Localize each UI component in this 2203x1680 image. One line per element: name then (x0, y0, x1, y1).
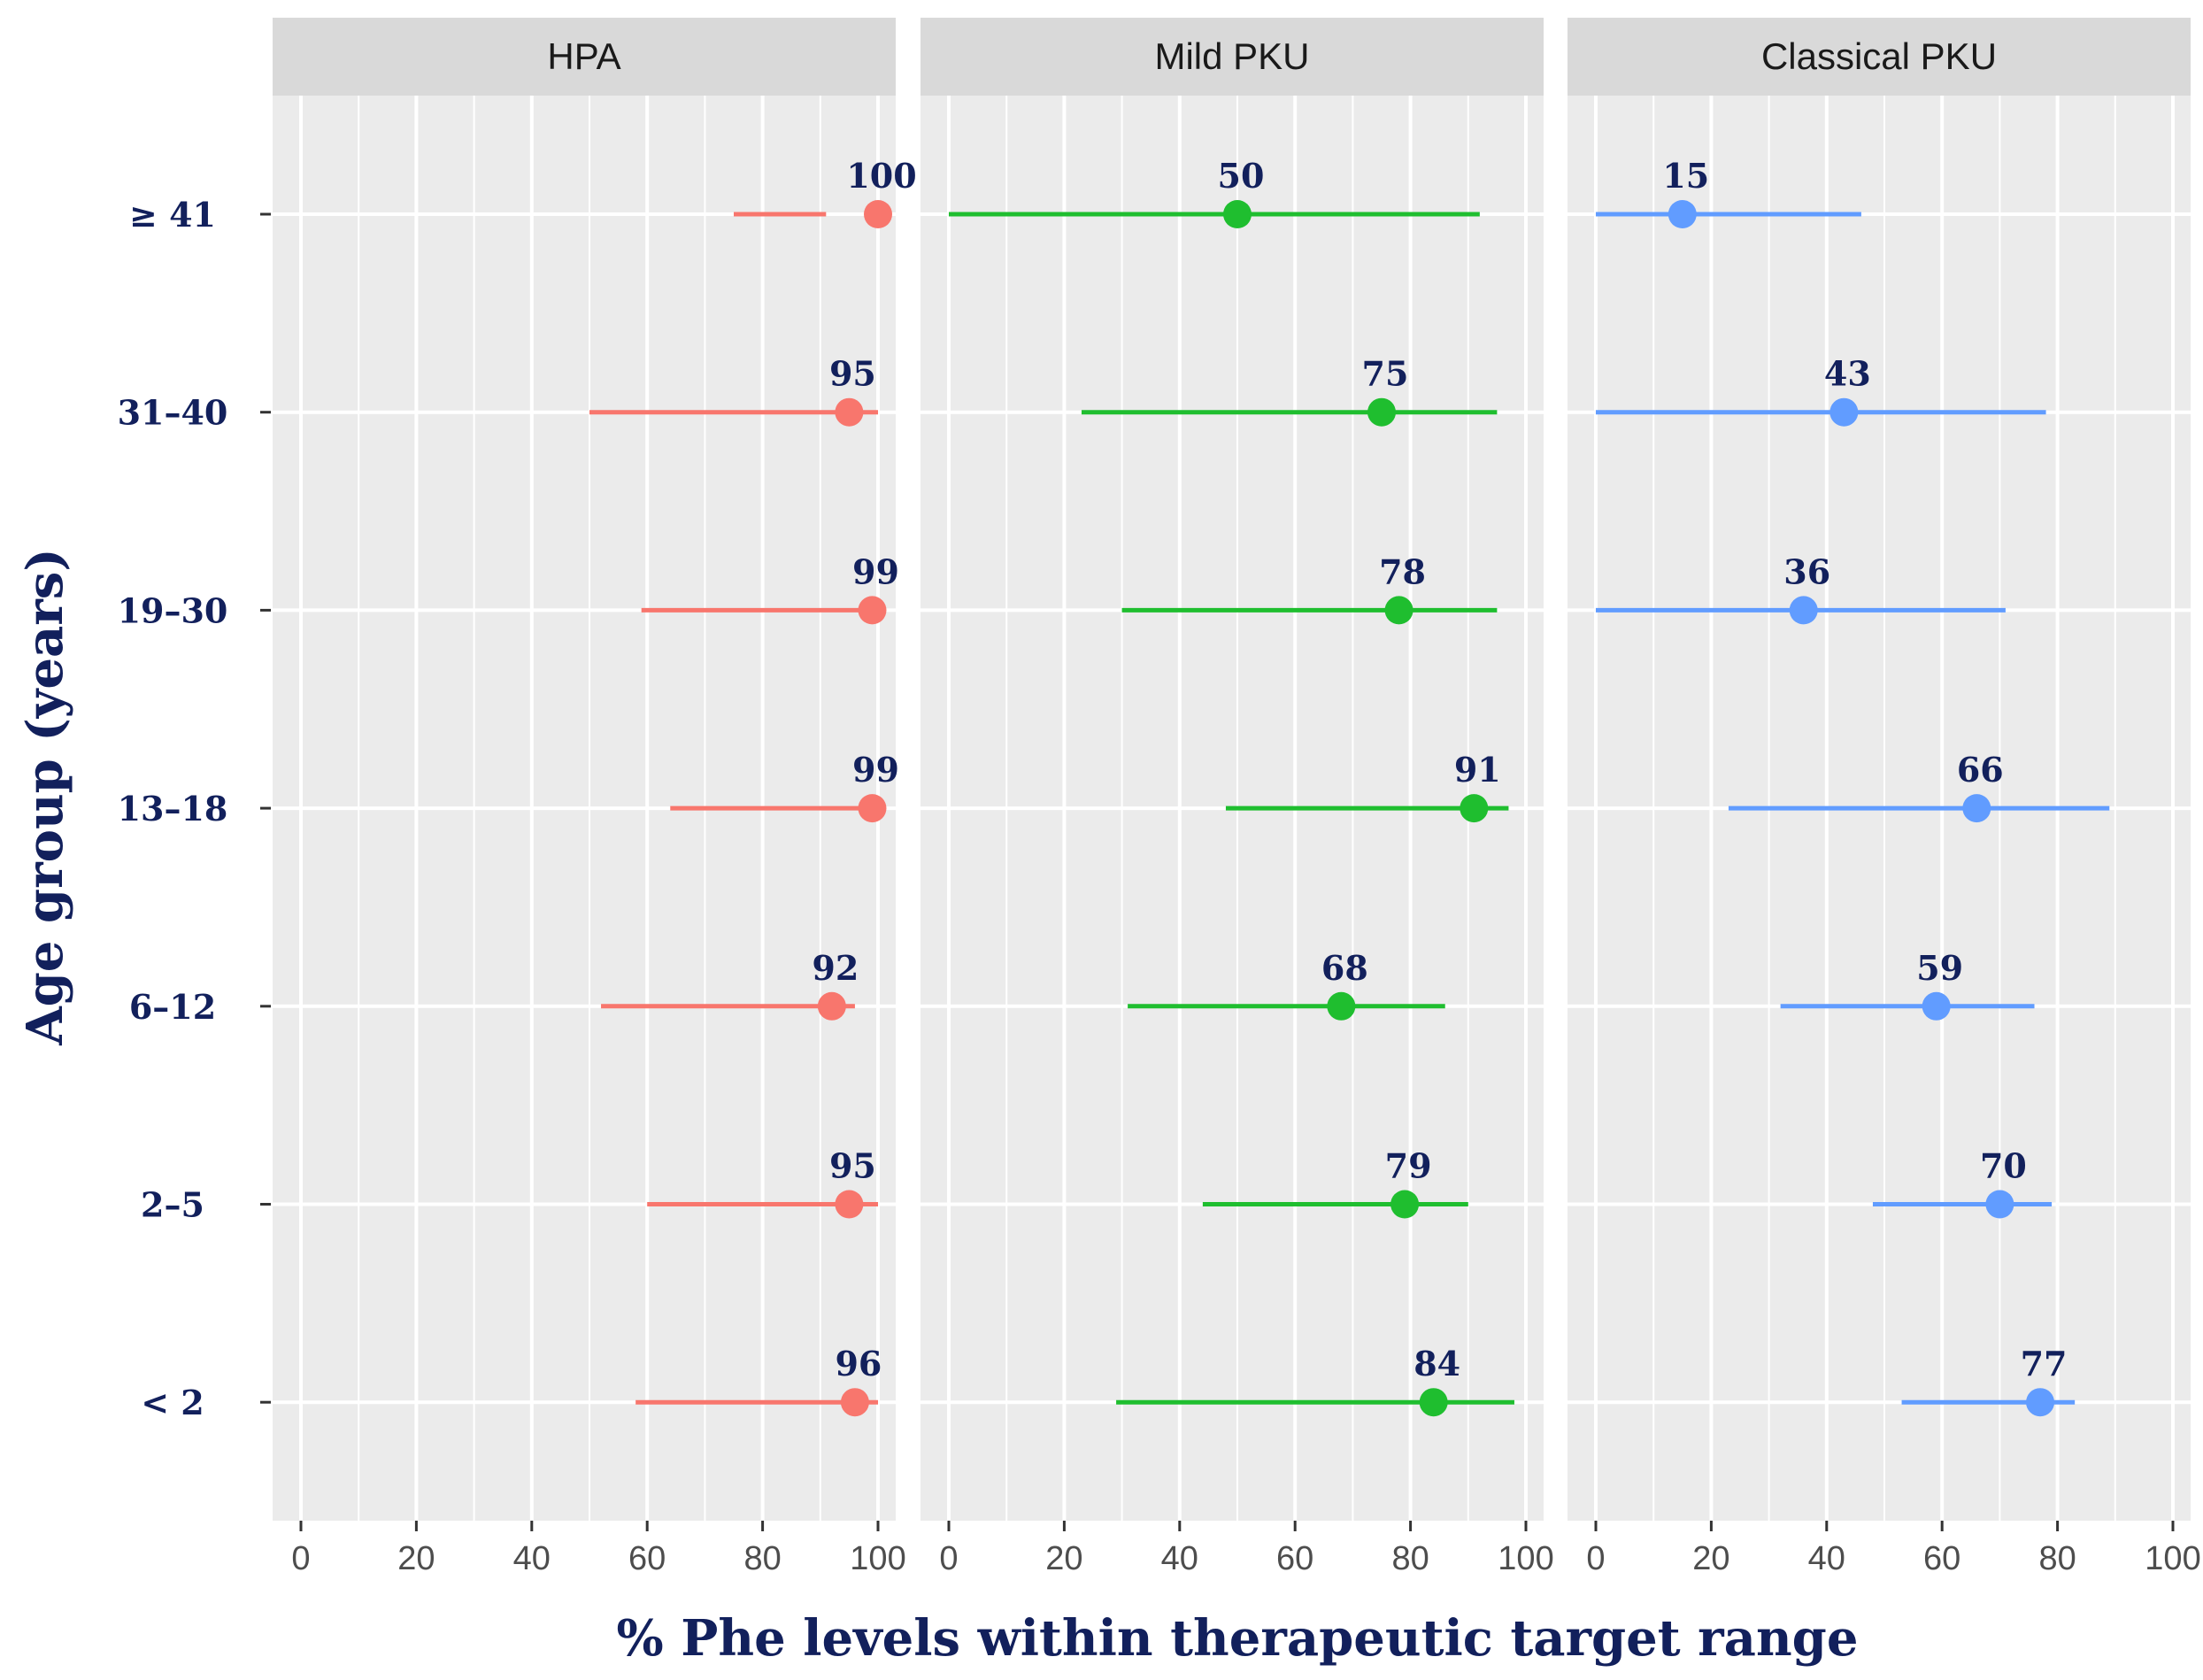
panel-strip (273, 18, 896, 96)
data-label: 92 (812, 948, 859, 988)
y-tick-label: 31–40 (118, 393, 228, 433)
data-label: 59 (1916, 948, 1963, 988)
data-point (1922, 991, 1951, 1021)
x-tick-label: 40 (1808, 1540, 1845, 1577)
data-label: 99 (852, 750, 899, 790)
data-point (835, 1190, 864, 1219)
data-label: 66 (1957, 750, 2004, 790)
data-point (1962, 794, 1991, 823)
data-label: 100 (846, 156, 916, 196)
panel-strip-label: Classical PKU (1761, 35, 1997, 77)
data-point (2026, 1388, 2055, 1417)
data-label: 50 (1218, 156, 1265, 196)
data-label: 70 (1980, 1146, 2027, 1186)
x-tick-label: 60 (1923, 1540, 1960, 1577)
panels-layer: HPA 0 20 40 60 80 100 100 95 99 99 92 95 96 Mild PKU 0 2… (273, 18, 2201, 1577)
y-tick-label: < 2 (141, 1383, 204, 1422)
panel-strip-label: HPA (547, 35, 620, 77)
data-point (1327, 991, 1356, 1021)
data-label: 75 (1362, 354, 1409, 394)
y-tick-label: 19–30 (118, 590, 228, 630)
data-point (1223, 200, 1252, 228)
x-tick-label: 0 (1586, 1540, 1605, 1577)
data-point (858, 596, 887, 625)
data-label: 95 (829, 354, 876, 394)
data-label: 77 (2021, 1344, 2068, 1383)
x-tick-label: 100 (1498, 1540, 1553, 1577)
data-point (1789, 596, 1818, 625)
data-label: 99 (852, 551, 899, 591)
data-point (840, 1388, 869, 1417)
y-axis-ticks: ≥ 41 31–40 19–30 13–18 6–12 2–5 < 2 (118, 195, 271, 1422)
data-label: 15 (1662, 156, 1709, 196)
panel-mild-pku: Mild PKU 0 20 40 60 80 100 50 75 78 91 68 79 84 (920, 18, 1554, 1577)
y-tick-label: 6–12 (129, 987, 216, 1027)
x-tick-label: 80 (743, 1540, 781, 1577)
x-tick-label: 60 (628, 1540, 666, 1577)
x-tick-label: 80 (1391, 1540, 1429, 1577)
data-label: 43 (1824, 354, 1871, 394)
panel-hpa: HPA 0 20 40 60 80 100 100 95 99 99 92 95 96 (273, 18, 917, 1577)
y-axis-title: Age group (years) (16, 548, 74, 1046)
x-tick-label: 0 (291, 1540, 310, 1577)
data-label: 79 (1385, 1146, 1432, 1186)
data-label: 68 (1321, 948, 1368, 988)
data-point (858, 794, 887, 823)
x-tick-label: 80 (2038, 1540, 2076, 1577)
x-axis-title: % Phe levels within therapeutic target r… (617, 1609, 1859, 1668)
data-label: 36 (1783, 551, 1830, 591)
data-point (1985, 1190, 2014, 1219)
data-label: 78 (1379, 551, 1426, 591)
y-tick-label: ≥ 41 (129, 195, 216, 235)
data-point (835, 397, 864, 427)
data-label: 96 (835, 1344, 882, 1383)
data-label: 95 (829, 1146, 876, 1186)
panel-strip (1568, 18, 2191, 96)
y-tick-label: 2–5 (141, 1185, 204, 1225)
x-tick-label: 20 (397, 1540, 435, 1577)
data-point (1390, 1190, 1420, 1219)
x-tick-label: 40 (1161, 1540, 1198, 1577)
data-point (1419, 1388, 1448, 1417)
data-point (1460, 794, 1489, 823)
x-tick-label: 100 (2145, 1540, 2200, 1577)
panel-strip-label: Mild PKU (1154, 35, 1309, 77)
data-point (1367, 397, 1396, 427)
data-label: 91 (1454, 750, 1501, 790)
panel-strip (920, 18, 1544, 96)
data-point (1668, 200, 1697, 228)
data-point (1384, 596, 1413, 625)
x-tick-label: 20 (1045, 1540, 1082, 1577)
x-tick-label: 60 (1276, 1540, 1313, 1577)
data-label: 84 (1413, 1344, 1460, 1383)
x-tick-label: 0 (939, 1540, 958, 1577)
data-point (1829, 397, 1859, 427)
data-point (864, 200, 892, 228)
y-tick-label: 13–18 (118, 789, 228, 828)
data-point (817, 991, 846, 1021)
x-tick-label: 100 (850, 1540, 905, 1577)
x-tick-label: 40 (513, 1540, 551, 1577)
panel-classical-pku: Classical PKU 0 20 40 60 80 100 15 43 36 66 59 70 77 (1568, 18, 2201, 1577)
x-tick-label: 20 (1692, 1540, 1729, 1577)
